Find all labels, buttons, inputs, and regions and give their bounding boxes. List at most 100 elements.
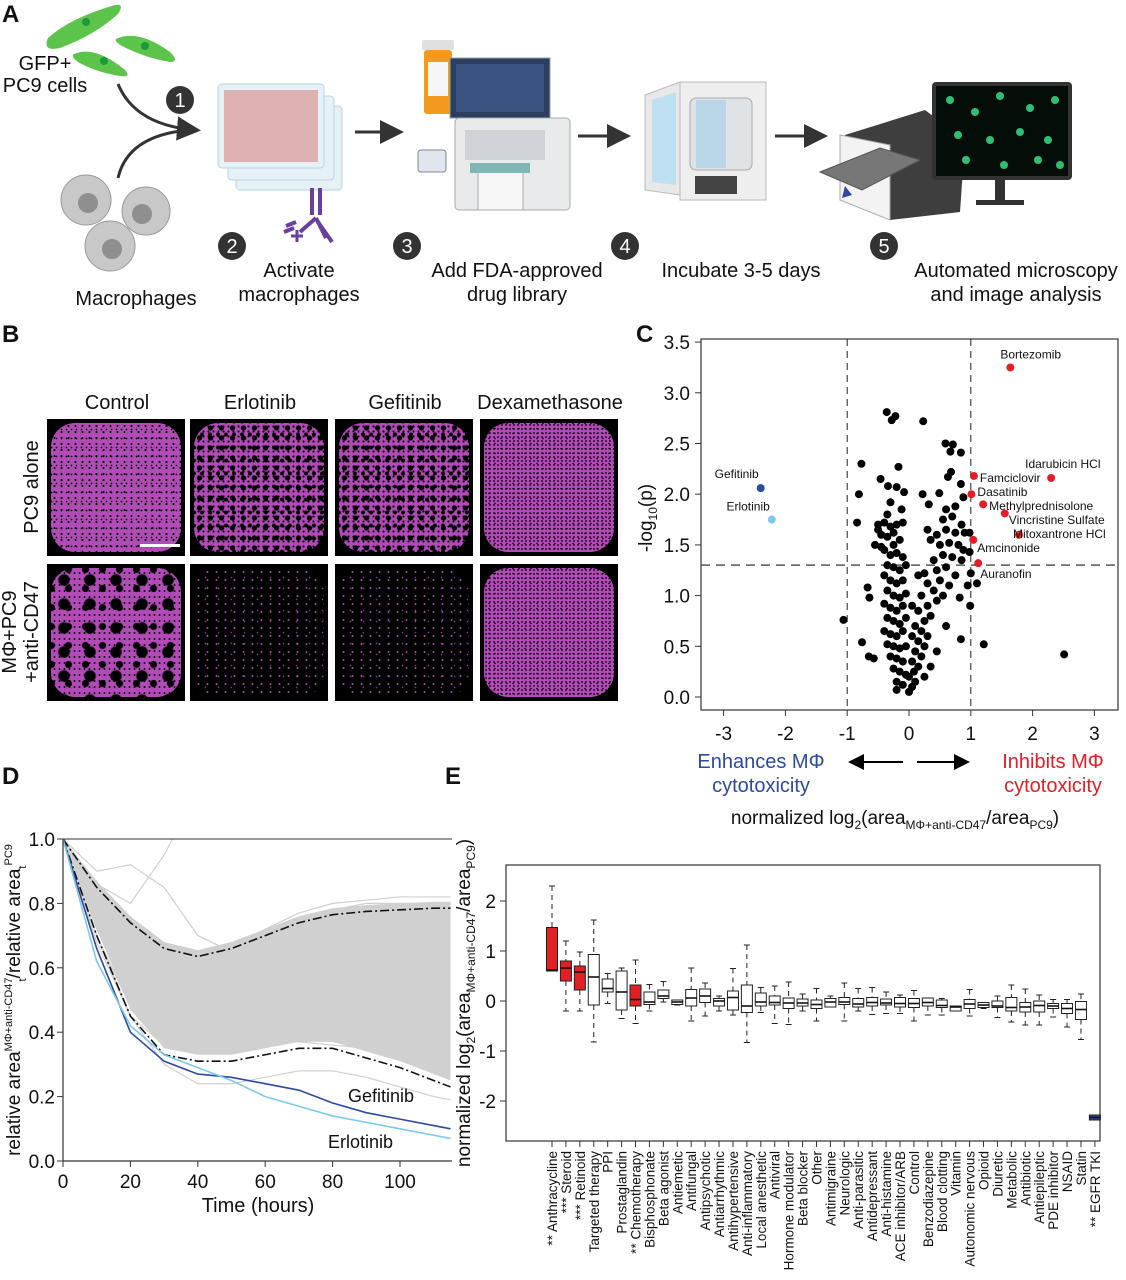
category-label: ** Anthracycline <box>545 1151 560 1246</box>
y-tick-label: 0.0 <box>29 1152 55 1173</box>
data-point <box>901 642 910 651</box>
category-label: Hormone modulator <box>782 1151 797 1271</box>
data-point <box>898 553 907 562</box>
label-part: MΦ+anti-CD47 <box>464 912 478 993</box>
box-targeted-therapy: Targeted therapy <box>587 919 602 1252</box>
data-point <box>889 642 898 651</box>
background-density-band <box>63 839 451 1081</box>
data-point <box>895 667 904 676</box>
data-point <box>914 637 923 646</box>
upper-envelope-line <box>63 839 451 958</box>
data-point <box>886 603 895 612</box>
scale-bar <box>140 544 180 547</box>
box-other: Other <box>809 988 824 1185</box>
label-part: /relative area <box>4 868 25 978</box>
box-antifungal: Antifungal <box>684 967 699 1211</box>
data-point <box>863 583 872 592</box>
step-3-badge <box>393 232 421 260</box>
data-point <box>908 601 917 610</box>
series-line-gefitinib <box>63 839 451 1130</box>
data-point <box>963 581 972 590</box>
row-label: PC9 alone <box>21 440 43 533</box>
box-diuretic: Diuretic <box>990 995 1005 1197</box>
data-point <box>883 586 892 595</box>
category-label: Other <box>809 1150 824 1184</box>
data-point <box>898 657 907 666</box>
step-number: 3 <box>401 236 412 258</box>
data-point <box>900 488 909 497</box>
box-body <box>1005 997 1018 1012</box>
category-label: Antipsychotic <box>698 1151 713 1231</box>
box-body <box>935 999 948 1008</box>
data-point <box>886 576 895 585</box>
label-part: (area <box>454 992 475 1037</box>
well-content <box>484 423 614 552</box>
data-point <box>865 593 874 602</box>
label-part: -log <box>636 520 657 552</box>
highlighted-point <box>767 515 776 524</box>
panel-label-d: D <box>2 763 19 790</box>
data-point <box>943 472 952 481</box>
step-label: Incubate 3-5 days <box>662 260 821 282</box>
data-point <box>892 483 901 492</box>
box-body <box>754 992 767 1007</box>
data-point <box>957 556 966 565</box>
data-point <box>918 490 927 499</box>
highlighted-point <box>1015 530 1024 539</box>
category-label: Antihypertensive <box>726 1151 741 1251</box>
data-point <box>942 525 951 534</box>
data-point <box>957 520 966 529</box>
well-content <box>51 423 181 552</box>
volcano-plot: 0.0 0.5 1.0 1.5 2.0 2.5 3.0 3.5 -3 -2 -1 0 1 2 3 Bortez… <box>636 333 1119 832</box>
y-tick-label: 0.0 <box>664 688 690 709</box>
box-body <box>559 960 572 982</box>
data-point <box>898 518 907 527</box>
well-content <box>339 568 469 697</box>
y-tick-label: 2 <box>485 892 496 913</box>
point-label: Methylprednisolone <box>989 499 1093 513</box>
category-label: *** Steroid <box>559 1151 574 1213</box>
data-point <box>874 525 883 534</box>
point-label: Amcinonide <box>977 541 1040 555</box>
box-anti-parasitic: Anti-parasitic <box>851 988 866 1229</box>
data-point <box>905 672 913 681</box>
background-curve <box>63 839 174 905</box>
box-body <box>573 965 586 991</box>
data-point <box>898 680 907 689</box>
y-tick-label: 2.5 <box>664 435 690 456</box>
category-label: Antiepileptic <box>1032 1151 1047 1224</box>
box-body <box>546 927 558 972</box>
data-point <box>894 462 903 471</box>
data-point <box>941 439 950 448</box>
background-curve <box>63 839 451 1040</box>
data-point <box>895 644 904 653</box>
data-point <box>883 640 892 649</box>
x-tick-label: 0 <box>58 1172 69 1193</box>
category-label: Beta blocker <box>796 1151 811 1227</box>
cells-label-line1: GFP+ <box>19 53 72 75</box>
data-point <box>886 498 895 507</box>
category-label: Blood clotting <box>935 1151 950 1232</box>
label-part: 2 <box>854 818 861 832</box>
box-body <box>768 995 781 1006</box>
inhibits-annotation: Inhibits MΦ <box>1002 751 1104 773</box>
category-label: Autonomic nervous <box>963 1151 978 1267</box>
background-curve <box>63 839 451 969</box>
category-label: Local anesthetic <box>754 1151 769 1249</box>
data-point <box>926 611 935 620</box>
y-axis-label: -log10(p) <box>636 484 660 552</box>
highlighted-point <box>969 471 978 480</box>
box-beta-blocker: Beta blocker <box>796 993 811 1227</box>
box-metabolic: Metabolic <box>1004 984 1019 1209</box>
series-label: Erlotinib <box>328 1132 393 1152</box>
cells-label-line2: PC9 cells <box>3 75 87 97</box>
data-point <box>942 505 951 514</box>
data-point <box>911 647 920 656</box>
gfp-pc9-cells-illustration <box>46 4 175 77</box>
category-label: Statin <box>1074 1151 1089 1186</box>
data-point <box>895 619 904 628</box>
label-part: PC9 <box>464 845 478 869</box>
x-tick-label: -2 <box>777 724 794 745</box>
data-point <box>951 502 960 511</box>
y-tick-label: 1.0 <box>29 830 55 851</box>
